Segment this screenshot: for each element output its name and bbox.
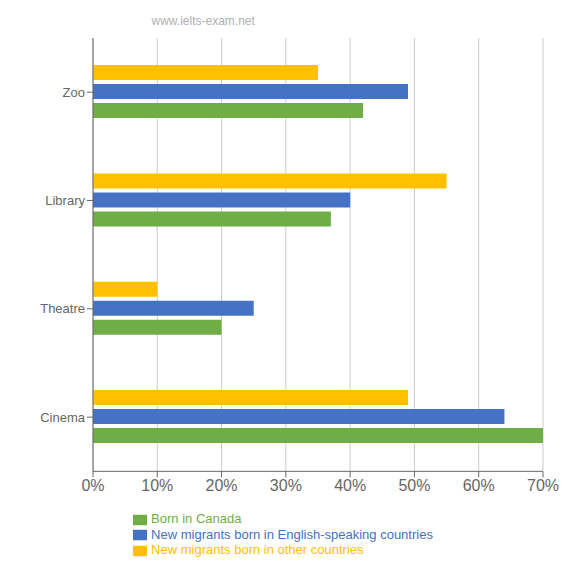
svg-text:Theatre: Theatre bbox=[40, 301, 85, 316]
svg-text:30%: 30% bbox=[270, 477, 302, 494]
svg-text:Zoo: Zoo bbox=[63, 85, 85, 100]
svg-text:Library: Library bbox=[45, 193, 85, 208]
html-text:www.ielts-exam.net: www.ielts-exam.net bbox=[151, 14, 255, 28]
svg-text:40%: 40% bbox=[334, 477, 366, 494]
svg-text:50%: 50% bbox=[398, 477, 430, 494]
svg-text:10%: 10% bbox=[141, 477, 173, 494]
html-text:New migrants born in other cou: New migrants born in other countries bbox=[151, 542, 364, 558]
svg-text:20%: 20% bbox=[206, 477, 238, 494]
html-text:New migrants born in English-s: New migrants born in English-speaking co… bbox=[151, 526, 433, 542]
svg-text:70%: 70% bbox=[527, 477, 559, 494]
svg-text:0%: 0% bbox=[81, 477, 104, 494]
html-text:Born in Canada: Born in Canada bbox=[151, 511, 242, 527]
svg-text:Cinema: Cinema bbox=[40, 410, 86, 425]
svg-text:60%: 60% bbox=[463, 477, 495, 494]
